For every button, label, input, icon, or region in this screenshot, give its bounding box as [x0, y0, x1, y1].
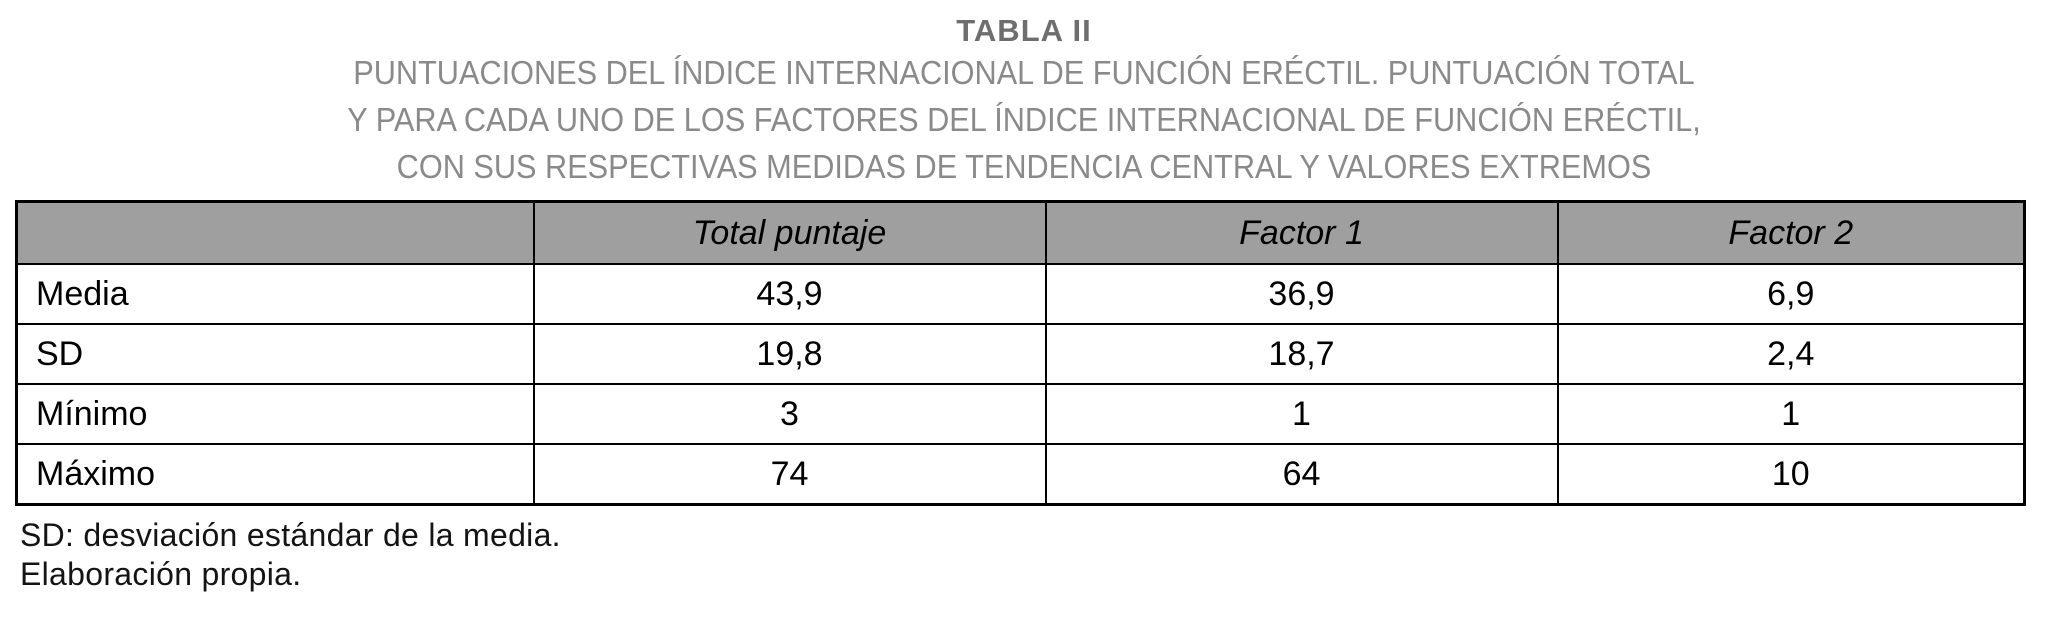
subtitle-line-1: PUNTUACIONES DEL ÍNDICE INTERNACIONAL DE… — [353, 54, 1695, 91]
cell-minimo-factor1: 1 — [1044, 383, 1559, 445]
header-cell-factor-2: Factor 2 — [1556, 200, 2026, 265]
row-label-minimo: Mínimo — [15, 383, 535, 445]
header-cell-factor-1: Factor 1 — [1044, 200, 1559, 265]
table-subtitle: PUNTUACIONES DEL ÍNDICE INTERNACIONAL DE… — [0, 49, 2048, 190]
cell-media-factor1: 36,9 — [1044, 263, 1559, 325]
row-label-maximo: Máximo — [15, 443, 535, 506]
cell-maximo-factor2: 10 — [1556, 443, 2026, 506]
statistics-table: Total puntaje Factor 1 Factor 2 Media 43… — [15, 200, 2026, 506]
cell-sd-total: 19,8 — [532, 323, 1047, 385]
table-row-maximo: Máximo 74 64 10 — [15, 443, 2026, 506]
row-label-media: Media — [15, 263, 535, 325]
cell-media-total: 43,9 — [532, 263, 1047, 325]
cell-sd-factor1: 18,7 — [1044, 323, 1559, 385]
cell-sd-factor2: 2,4 — [1556, 323, 2026, 385]
row-label-sd: SD — [15, 323, 535, 385]
header-cell-total-puntaje: Total puntaje — [532, 200, 1047, 265]
subtitle-line-3: CON SUS RESPECTIVAS MEDIDAS DE TENDENCIA… — [396, 148, 1652, 185]
footnote-elaboracion: Elaboración propia. — [20, 556, 302, 592]
table-row-minimo: Mínimo 3 1 1 — [15, 383, 2026, 445]
cell-maximo-total: 74 — [532, 443, 1047, 506]
table-title: TABLA II — [956, 13, 1092, 48]
header-cell-empty — [15, 200, 535, 265]
cell-minimo-factor2: 1 — [1556, 383, 2026, 445]
footnote-sd-definition: SD: desviación estándar de la media. — [20, 517, 561, 553]
footnotes: SD: desviación estándar de la media. Ela… — [20, 516, 561, 594]
cell-media-factor2: 6,9 — [1556, 263, 2026, 325]
subtitle-line-2: Y PARA CADA UNO DE LOS FACTORES DEL ÍNDI… — [347, 101, 1701, 138]
cell-maximo-factor1: 64 — [1044, 443, 1559, 506]
header-row: Total puntaje Factor 1 Factor 2 — [15, 200, 2026, 265]
table-row-sd: SD 19,8 18,7 2,4 — [15, 323, 2026, 385]
title-block: TABLA II PUNTUACIONES DEL ÍNDICE INTERNA… — [0, 0, 2048, 190]
cell-minimo-total: 3 — [532, 383, 1047, 445]
table-row-media: Media 43,9 36,9 6,9 — [15, 263, 2026, 325]
